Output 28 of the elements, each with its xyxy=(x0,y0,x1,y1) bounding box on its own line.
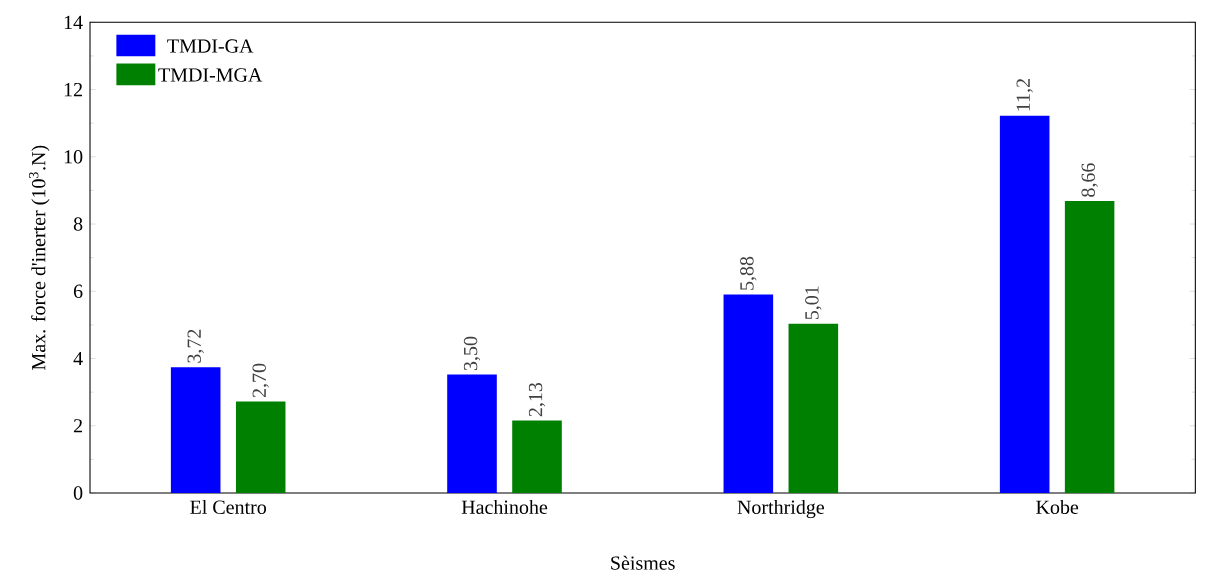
data-label: 3,50 xyxy=(463,336,481,371)
data-label: 2,70 xyxy=(252,363,269,398)
legend-label: TMDI-MGA xyxy=(158,68,263,82)
x-tick-label: El Centro xyxy=(190,499,267,514)
data-label: 8,66 xyxy=(1081,163,1098,197)
y-tick-label: 6 xyxy=(73,284,83,298)
bar xyxy=(512,420,562,493)
bar xyxy=(1064,201,1115,493)
legend-label: TMDI-GA xyxy=(167,39,254,53)
x-tick-label: Kobe xyxy=(1036,499,1079,514)
y-tick-label: 2 xyxy=(73,419,82,433)
y-tick-label: 10 xyxy=(64,150,83,164)
y-tick-label: 12 xyxy=(64,82,82,97)
data-label: 5,88 xyxy=(740,256,757,290)
y-axis-title: Max. force d'inerter (10$^{3}$.N) xyxy=(28,145,50,370)
x-tick-label: Northridge xyxy=(737,499,825,519)
y-tick-label: 4 xyxy=(73,351,83,366)
data-label: 5,01 xyxy=(805,286,822,320)
x-axis-title: Sèismes xyxy=(611,555,675,570)
y-tick-label: 14 xyxy=(64,15,83,29)
x-tick-label: Hachinohe xyxy=(461,499,548,514)
bar xyxy=(235,401,286,493)
data-label: 2,13 xyxy=(528,382,546,417)
y-tick-label: 8 xyxy=(73,217,83,231)
data-label: 11,2 xyxy=(1016,79,1033,111)
bar xyxy=(788,323,839,493)
y-tick-label: 0 xyxy=(73,486,83,500)
data-label: 3,72 xyxy=(187,329,204,363)
